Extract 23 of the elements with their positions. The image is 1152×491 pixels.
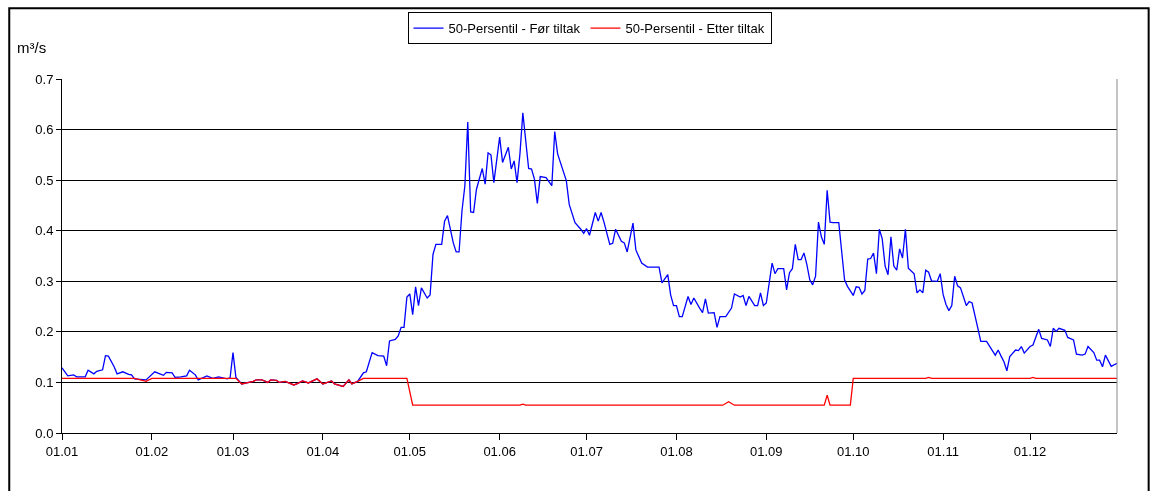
x-tick-label: 01.12 — [1013, 443, 1047, 459]
x-tick-label: 01.05 — [393, 443, 427, 459]
x-tick-label: 01.09 — [750, 443, 783, 459]
x-tick-label: 01.06 — [483, 443, 516, 459]
y-tick-label: 0.6 — [35, 122, 54, 138]
y-tick-label: 0.3 — [35, 273, 54, 289]
y-tick-label: 0.4 — [35, 223, 54, 239]
x-tick-label: 01.01 — [45, 443, 79, 459]
x-tick-label: 01.10 — [836, 443, 870, 459]
x-tick-label: 01.11 — [927, 443, 959, 459]
y-tick-label: 0.5 — [35, 172, 54, 188]
legend-label: 50-Persentil - Før tiltak — [448, 21, 581, 37]
x-tick-label: 01.04 — [306, 443, 340, 459]
x-tick-label: 01.08 — [660, 443, 693, 459]
y-tick-label: 0.0 — [35, 425, 54, 441]
y-tick-label: 0.7 — [35, 71, 54, 87]
y-tick-label: 0.1 — [35, 374, 54, 390]
y-axis-title: m³/s — [17, 39, 47, 56]
y-tick-label: 0.2 — [35, 324, 54, 340]
x-tick-label: 01.03 — [216, 443, 250, 459]
x-tick-label: 01.02 — [135, 443, 169, 459]
legend-label: 50-Persentil - Etter tiltak — [625, 21, 765, 37]
x-tick-label: 01.07 — [570, 443, 603, 459]
